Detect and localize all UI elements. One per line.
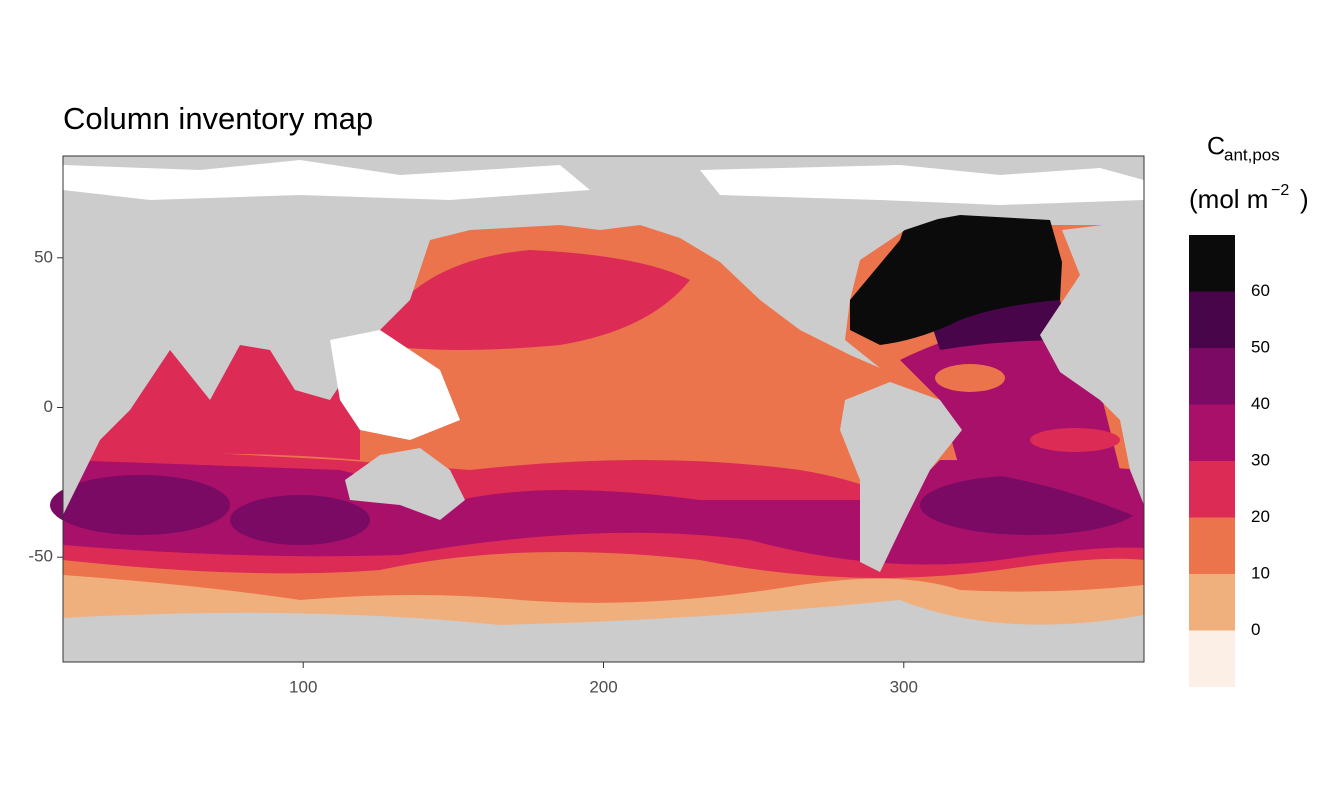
legend-label: 20 — [1251, 507, 1270, 526]
legend-label: 50 — [1251, 337, 1270, 356]
colorbar-bin — [1189, 517, 1235, 574]
x-tick-label: 100 — [289, 677, 317, 696]
y-tick-label: 50 — [34, 247, 53, 266]
ocean-region — [50, 475, 230, 535]
x-tick-label: 300 — [890, 677, 918, 696]
legend-label: 60 — [1251, 281, 1270, 300]
land — [63, 600, 1144, 662]
missing-data — [63, 160, 590, 200]
colorbar-bin — [1189, 630, 1235, 687]
x-tick-label: 200 — [589, 677, 617, 696]
land — [840, 382, 962, 572]
legend-label: 30 — [1251, 450, 1270, 469]
y-tick-label: -50 — [28, 547, 53, 566]
legend-label: 10 — [1251, 563, 1270, 582]
land — [345, 448, 465, 520]
chart-title: Column inventory map — [63, 101, 373, 136]
land — [63, 156, 600, 515]
legend-title-subscript: ant,pos — [1224, 145, 1280, 164]
y-tick-label: 0 — [44, 397, 53, 416]
ocean-region — [850, 215, 1062, 345]
missing-data — [330, 330, 460, 440]
legend-title: C — [1207, 133, 1225, 161]
legend-label: 0 — [1251, 620, 1260, 639]
ocean-region — [230, 495, 370, 545]
land — [1040, 220, 1144, 505]
colorbar-bin — [1189, 348, 1235, 405]
colorbar-bin — [1189, 235, 1235, 292]
ocean-region — [935, 364, 1005, 392]
land — [590, 156, 1144, 368]
legend-unit-close: ) — [1300, 184, 1309, 214]
ocean-region — [380, 250, 690, 350]
colorbar-bin — [1189, 461, 1235, 518]
legend-unit-superscript: −2 — [1271, 182, 1289, 199]
legend-unit: (mol m — [1189, 184, 1268, 214]
colorbar-bin — [1189, 404, 1235, 461]
colorbar-bin — [1189, 291, 1235, 348]
colorbar-bin — [1189, 574, 1235, 631]
legend-label: 40 — [1251, 394, 1270, 413]
missing-data — [700, 165, 1144, 205]
ocean-region — [1030, 428, 1120, 452]
